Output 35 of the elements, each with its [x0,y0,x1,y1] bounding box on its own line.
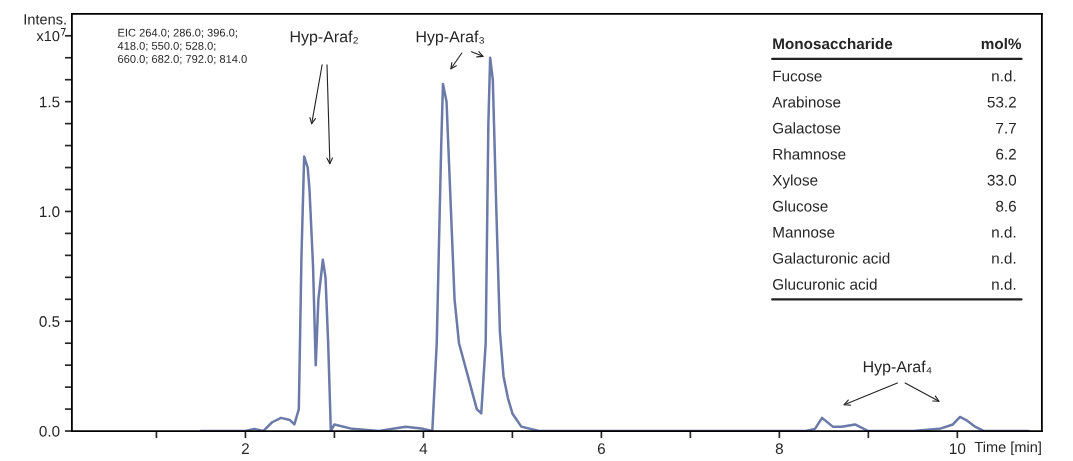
annotation: Xylose [772,174,818,189]
annotation: mol% [981,38,1022,50]
annotation: 53.2 [987,96,1016,108]
annotation: 6.2 [996,148,1016,160]
annotation: 8.6 [996,200,1016,212]
annotation: n.d. [992,226,1016,238]
annotation: Glucuronic acid [772,278,877,290]
annotation: Galacturonic acid [772,252,890,264]
x-tick-label: 4 [419,443,428,454]
annotation: Fucose [773,70,822,82]
annotation: n.d. [992,70,1016,82]
annotation: 33.0 [987,174,1017,186]
annotation: n.d. [992,278,1016,290]
x-tick-label: 8 [775,443,783,455]
y-tick-label: 1.5 [40,96,60,108]
annotation: Hyp-Araf₄ [863,360,932,376]
annotation: Mannose [773,227,835,238]
annotation: Galactose [772,122,841,134]
y-tick-label: 1.0 [40,206,60,218]
x-tick-label: 10 [950,443,966,455]
annotation: Hyp-Araf₃ [416,30,485,46]
x-tick-label: 6 [597,443,605,455]
x-axis-title: Time [min] [974,441,1041,456]
annotation: Monosaccharide [773,38,893,50]
y-axis-title: Intens. x10$^{7}$ [24,14,66,42]
annotation: EIC 264.0; 286.0; 396.0; 418.0; 550.0; 528.0; 660.0; 682.0; 792.0; 814.0 [117,28,247,65]
y-tick-label: 0.0 [39,425,60,437]
annotation: Glucose [772,200,828,212]
annotation: n.d. [992,252,1016,264]
annotation: Rhamnose [773,148,846,160]
annotation: Arabinose [772,96,841,108]
x-tick-label: 2 [241,443,249,454]
y-tick-label: 0.5 [39,316,60,327]
annotation: Hyp-Araf₂ [290,30,358,46]
annotation: 7.7 [996,122,1016,134]
